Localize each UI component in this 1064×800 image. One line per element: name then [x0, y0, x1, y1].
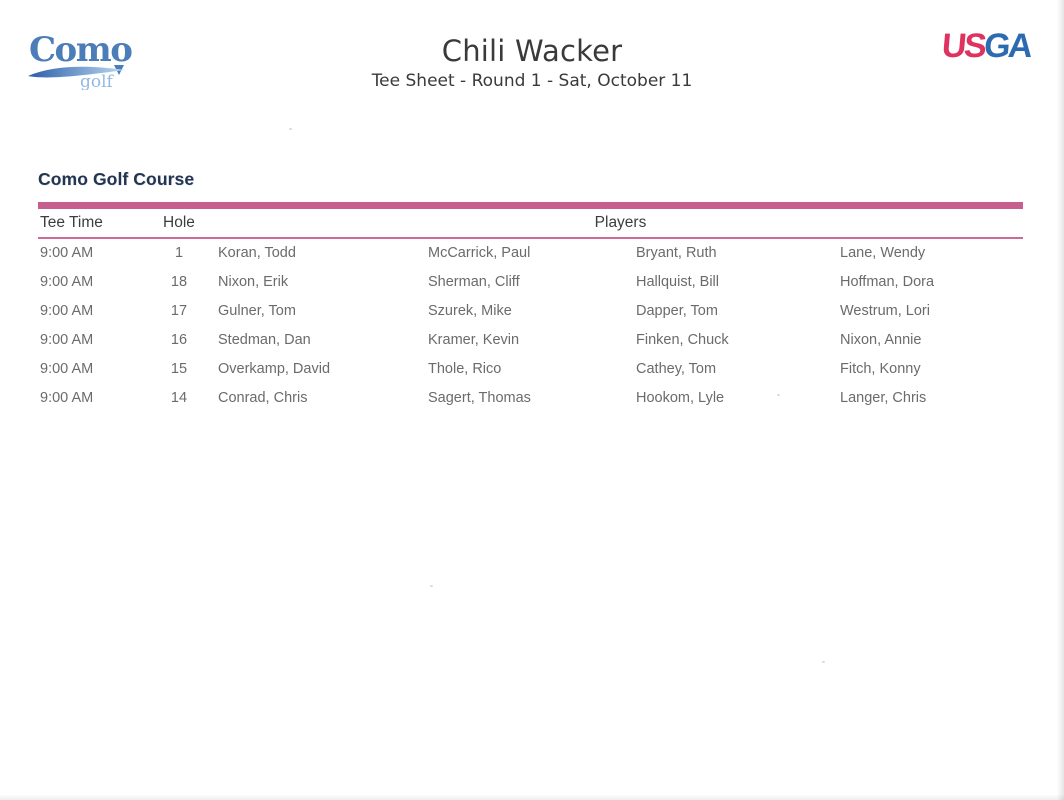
table-header-divider: [38, 237, 1023, 239]
header-players: Players: [594, 214, 647, 231]
player-cell: Lane, Wendy: [840, 245, 926, 261]
scan-edge-shadow-bottom: [0, 794, 1064, 800]
header-tee-time: Tee Time: [40, 214, 103, 231]
player-cell: McCarrick, Paul: [428, 245, 531, 261]
player-cell: Sagert, Thomas: [428, 390, 531, 406]
player-cell: Hallquist, Bill: [636, 274, 719, 290]
tee-sheet-subtitle: Tee Sheet - Round 1 - Sat, October 11: [371, 71, 693, 91]
tee-time-row: 9:00 AM 17 Gulner, Tom Szurek, Mike Dapp…: [38, 297, 1023, 326]
como-golf-subtext: golf: [80, 72, 115, 90]
player-cell: Hookom, Lyle: [636, 390, 725, 406]
player-cell: Nixon, Erik: [218, 274, 289, 290]
table-accent-bar: [38, 202, 1023, 209]
event-title: Chili Wacker: [441, 34, 623, 68]
tee-time-cell: 9:00 AM: [40, 332, 94, 348]
hole-cell: 18: [170, 274, 188, 290]
player-cell: Cathey, Tom: [636, 361, 717, 377]
hole-cell: 16: [170, 332, 188, 348]
title-block: Chili Wacker Tee Sheet - Round 1 - Sat, …: [0, 34, 1064, 94]
player-cell: Szurek, Mike: [428, 303, 512, 319]
scan-speck: [430, 585, 433, 587]
course-name-heading: Como Golf Course: [38, 169, 195, 189]
tee-time-cell: 9:00 AM: [40, 245, 94, 261]
table-body: 9:00 AM 1 Koran, Todd McCarrick, Paul Br…: [38, 239, 1023, 413]
player-cell: Thole, Rico: [428, 361, 502, 377]
table-header-row: Tee Time Hole Players: [38, 209, 1023, 237]
hole-cell: 17: [170, 303, 188, 319]
como-golf-logo: Como golf: [28, 24, 138, 92]
hole-cell: 15: [170, 361, 188, 377]
player-cell: Westrum, Lori: [840, 303, 930, 319]
tee-time-cell: 9:00 AM: [40, 361, 94, 377]
scan-speck: [289, 128, 292, 130]
player-cell: Finken, Chuck: [636, 332, 729, 348]
player-cell: Nixon, Annie: [840, 332, 922, 348]
usga-logo: USGA: [940, 27, 1032, 65]
usga-logo-us: US: [940, 27, 986, 65]
player-cell: Sherman, Cliff: [428, 274, 520, 290]
tee-time-cell: 9:00 AM: [40, 303, 94, 319]
player-cell: Stedman, Dan: [218, 332, 311, 348]
scan-speck: [777, 394, 780, 396]
player-cell: Hoffman, Dora: [840, 274, 935, 290]
como-golf-logo-art: Como golf: [28, 30, 134, 92]
usga-logo-ga: GA: [982, 27, 1032, 65]
como-wordmark: Como: [29, 30, 132, 70]
player-cell: Koran, Todd: [218, 245, 296, 261]
hole-cell: 1: [174, 245, 184, 261]
tee-time-cell: 9:00 AM: [40, 390, 94, 406]
header-hole: Hole: [163, 214, 195, 231]
tee-time-table: Tee Time Hole Players 9:00 AM 1 Koran, T…: [38, 202, 1023, 413]
player-cell: Langer, Chris: [840, 390, 927, 406]
player-cell: Gulner, Tom: [218, 303, 296, 319]
scan-speck: [822, 661, 825, 663]
player-cell: Fitch, Konny: [840, 361, 921, 377]
tee-time-row: 9:00 AM 16 Stedman, Dan Kramer, Kevin Fi…: [38, 326, 1023, 355]
tee-time-row: 9:00 AM 15 Overkamp, David Thole, Rico C…: [38, 355, 1023, 384]
player-cell: Conrad, Chris: [218, 390, 308, 406]
scan-edge-shadow-right: [1057, 0, 1064, 800]
tee-time-cell: 9:00 AM: [40, 274, 94, 290]
tee-time-row: 9:00 AM 18 Nixon, Erik Sherman, Cliff Ha…: [38, 268, 1023, 297]
hole-cell: 14: [170, 390, 188, 406]
tee-time-row: 9:00 AM 1 Koran, Todd McCarrick, Paul Br…: [38, 239, 1023, 268]
player-cell: Overkamp, David: [218, 361, 331, 377]
tee-time-row: 9:00 AM 14 Conrad, Chris Sagert, Thomas …: [38, 384, 1023, 413]
player-cell: Bryant, Ruth: [636, 245, 717, 261]
player-cell: Kramer, Kevin: [428, 332, 520, 348]
player-cell: Dapper, Tom: [636, 303, 718, 319]
swoosh-icon: [28, 66, 125, 78]
